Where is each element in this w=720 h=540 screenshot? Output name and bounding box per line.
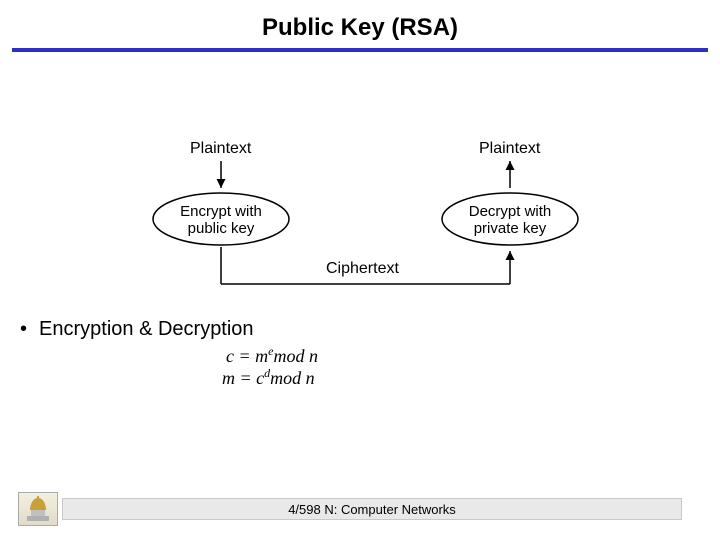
f1-eq: = [234, 346, 255, 366]
f1-exp: e [268, 344, 273, 358]
footer-text: 4/598 N: Computer Networks [288, 502, 456, 517]
f1-lhs: c [226, 346, 234, 366]
f1-base: m [255, 346, 268, 366]
bullet-encryption-decryption: • Encryption & Decryption [20, 318, 254, 341]
slide: Public Key (RSA) Plaintext Plaintext Cip… [0, 0, 720, 540]
dome-icon [23, 496, 53, 522]
decrypt-node [442, 193, 578, 245]
f2-eq: = [235, 368, 256, 388]
bullet-text: Encryption & Decryption [39, 318, 254, 340]
f2-rest: mod n [270, 368, 315, 388]
f1-rest: mod n [273, 346, 318, 366]
f2-base: c [256, 368, 264, 388]
bullet-marker: • [20, 318, 27, 340]
f2-exp: d [264, 366, 270, 380]
formula-decrypt: m = cdmod n [222, 366, 315, 389]
f2-lhs: m [222, 368, 235, 388]
footer-bar: 4/598 N: Computer Networks [62, 498, 682, 520]
encrypt-node [153, 193, 289, 245]
footer-logo-icon [18, 492, 58, 526]
diagram-svg [0, 0, 720, 540]
formula-encrypt: c = memod n [226, 344, 318, 367]
